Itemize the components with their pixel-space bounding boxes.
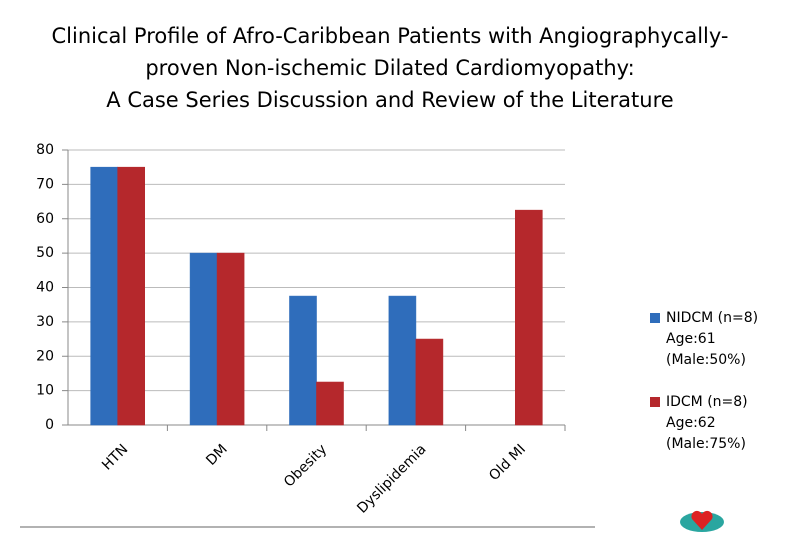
y-tick-label: 20 bbox=[36, 348, 54, 364]
x-tick-label: HTN bbox=[99, 441, 131, 473]
bar bbox=[388, 295, 417, 426]
y-tick-label: 10 bbox=[36, 383, 54, 399]
bar bbox=[216, 252, 245, 426]
chart-title: proven Non-ischemic Dilated Cardiomyopat… bbox=[145, 56, 634, 80]
chart-title: A Case Series Discussion and Review of t… bbox=[106, 88, 673, 112]
x-tick-label: Obesity bbox=[281, 441, 330, 490]
x-tick-label: Old MI bbox=[486, 441, 529, 484]
y-tick-label: 50 bbox=[36, 245, 54, 261]
bar bbox=[316, 381, 344, 426]
logo bbox=[680, 510, 724, 532]
legend-swatch bbox=[650, 313, 660, 323]
y-tick-label: 40 bbox=[36, 280, 54, 296]
bar bbox=[415, 338, 444, 426]
y-tick-label: 0 bbox=[45, 417, 54, 433]
y-tick-label: 30 bbox=[36, 314, 54, 330]
bar bbox=[514, 209, 543, 426]
y-tick-label: 70 bbox=[36, 176, 54, 192]
y-tick-label: 60 bbox=[36, 211, 54, 227]
y-tick-label: 80 bbox=[36, 142, 54, 158]
legend-entry: IDCM (n=8) Age:62 (Male:75%) bbox=[650, 392, 748, 455]
bar bbox=[289, 295, 317, 426]
legend-swatch bbox=[650, 397, 660, 407]
legend-entry: NIDCM (n=8) Age:61 (Male:50%) bbox=[650, 308, 758, 371]
bar bbox=[117, 166, 145, 426]
x-tick-label: Dyslipidemia bbox=[354, 441, 429, 516]
chart-title: Clinical Profile of Afro-Caribbean Patie… bbox=[52, 24, 729, 48]
bar bbox=[189, 252, 218, 426]
legend-label: NIDCM (n=8) Age:61 (Male:50%) bbox=[666, 310, 759, 368]
x-tick-label: DM bbox=[203, 441, 230, 468]
bar bbox=[90, 166, 118, 426]
legend-label: IDCM (n=8) Age:62 (Male:75%) bbox=[666, 394, 748, 452]
